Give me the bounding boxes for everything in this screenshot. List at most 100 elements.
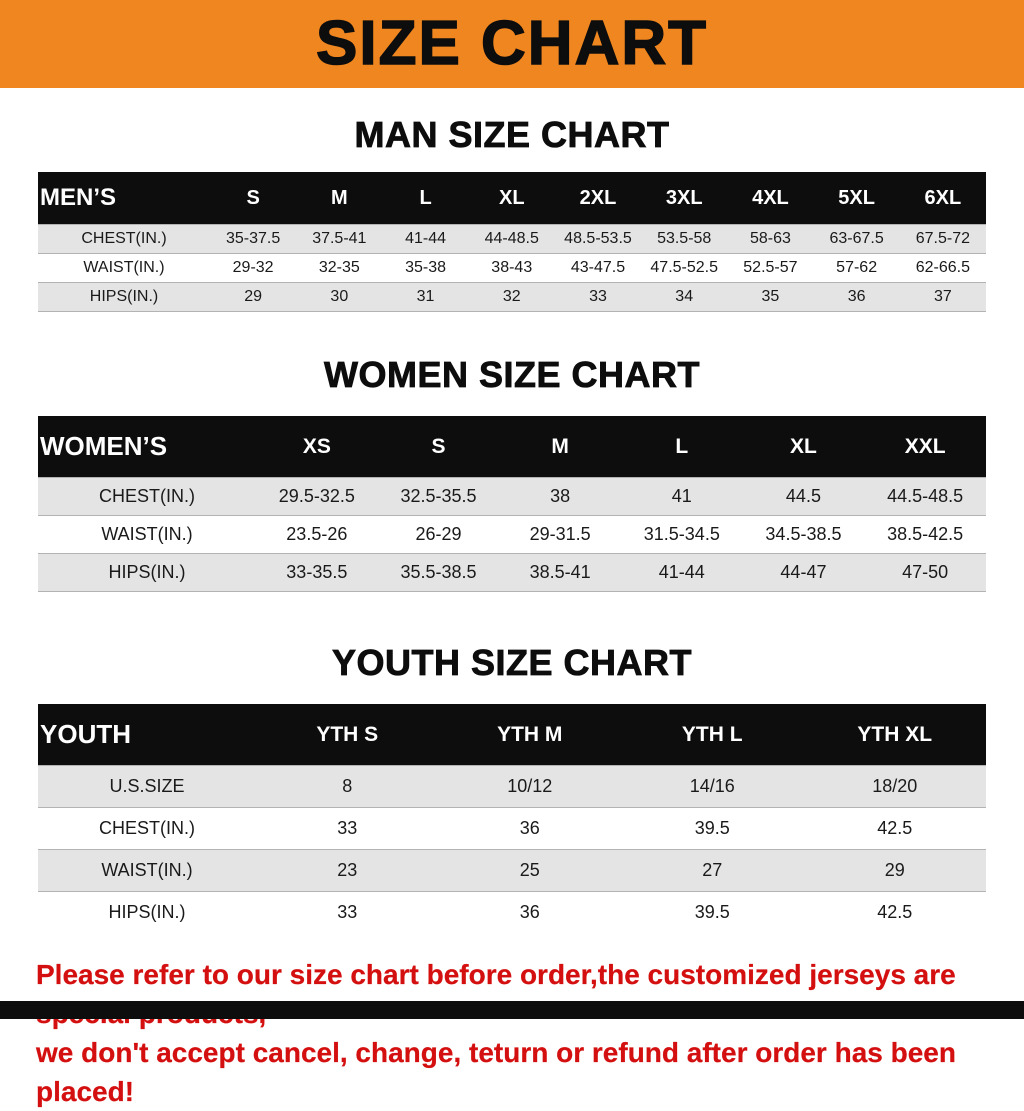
table-cell: 18/20 (803, 765, 986, 808)
column-header: L (620, 416, 743, 478)
women-size-table: WOMEN’S XS S M L XL XXL CHEST(IN.) 29.5-32.5 32.5… (38, 416, 986, 592)
table-corner-header: WOMEN’S (38, 416, 256, 478)
table-cell: 38 (499, 477, 621, 516)
table-cell: 35 (727, 282, 814, 312)
men-section-heading: MAN SIZE CHART (354, 114, 670, 156)
row-label: HIPS(IN.) (38, 891, 256, 933)
table-cell: 42.5 (803, 891, 986, 933)
column-header: 4XL (727, 172, 814, 225)
table-cell: 29.5-32.5 (256, 477, 378, 516)
table-cell: 41-44 (382, 224, 469, 254)
table-cell: 29 (803, 849, 986, 892)
table-cell: 36 (438, 807, 621, 850)
table-row: HIPS(IN.) 33 36 39.5 42.5 (38, 891, 986, 933)
table-row: HIPS(IN.) 33-35.5 35.5-38.5 38.5-41 41-44 44-… (38, 553, 986, 592)
table-cell: 62-66.5 (899, 253, 986, 283)
table-cell: 42.5 (803, 807, 986, 850)
table-row: WAIST(IN.) 23.5-26 26-29 29-31.5 31.5-34.5 34… (38, 515, 986, 554)
table-cell: 33 (554, 282, 642, 312)
table-row: WAIST(IN.) 29-32 32-35 35-38 38-43 43-47.5 47.… (38, 253, 986, 283)
table-cell: 36 (438, 891, 621, 933)
column-header: 5XL (813, 172, 900, 225)
table-header-row: MEN’S S M L XL 2XL 3XL 4XL 5XL 6XL (38, 172, 986, 225)
bottom-bar (0, 1001, 1024, 1019)
table-cell: 63-67.5 (813, 224, 900, 254)
table-cell: 32.5-35.5 (377, 477, 500, 516)
table-cell: 48.5-53.5 (554, 224, 642, 254)
table-cell: 33 (256, 891, 439, 933)
row-label: WAIST(IN.) (38, 515, 256, 554)
table-cell: 35-38 (382, 253, 469, 283)
column-header: M (499, 416, 621, 478)
row-label: WAIST(IN.) (38, 253, 210, 283)
table-cell: 58-63 (727, 224, 814, 254)
column-header: S (210, 172, 297, 225)
column-header: YTH M (438, 704, 621, 766)
table-cell: 25 (438, 849, 621, 892)
table-cell: 14/16 (621, 765, 804, 808)
table-cell: 44.5-48.5 (864, 477, 986, 516)
column-header: S (377, 416, 500, 478)
table-cell: 32 (468, 282, 555, 312)
column-header: M (296, 172, 383, 225)
table-cell: 44-47 (742, 553, 865, 592)
table-cell: 33 (256, 807, 439, 850)
table-cell: 30 (296, 282, 383, 312)
table-cell: 44-48.5 (468, 224, 555, 254)
table-cell: 32-35 (296, 253, 383, 283)
table-cell: 31 (382, 282, 469, 312)
table-cell: 37.5-41 (296, 224, 383, 254)
table-cell: 23.5-26 (256, 515, 378, 554)
table-cell: 57-62 (813, 253, 900, 283)
column-header: 3XL (641, 172, 728, 225)
table-corner-header: YOUTH (38, 704, 256, 766)
table-row: WAIST(IN.) 23 25 27 29 (38, 849, 986, 892)
column-header: XXL (864, 416, 986, 478)
table-cell: 39.5 (621, 891, 804, 933)
table-cell: 29-32 (210, 253, 297, 283)
row-label: CHEST(IN.) (38, 224, 210, 254)
men-size-table: MEN’S S M L XL 2XL 3XL 4XL 5XL 6XL CHEST(IN.) 35-37… (38, 172, 986, 312)
column-header: XS (256, 416, 378, 478)
table-row: U.S.SIZE 8 10/12 14/16 18/20 (38, 765, 986, 808)
table-cell: 44.5 (742, 477, 865, 516)
table-cell: 34.5-38.5 (742, 515, 865, 554)
table-header-row: WOMEN’S XS S M L XL XXL (38, 416, 986, 478)
table-cell: 47.5-52.5 (641, 253, 728, 283)
order-notice-line2: we don't accept cancel, change, teturn o… (36, 1037, 956, 1107)
column-header: YTH S (256, 704, 439, 766)
table-row: CHEST(IN.) 29.5-32.5 32.5-35.5 38 41 44.5 44.5… (38, 477, 986, 516)
row-label: WAIST(IN.) (38, 849, 256, 892)
table-cell: 41-44 (620, 553, 743, 592)
row-label: CHEST(IN.) (38, 477, 256, 516)
row-label: CHEST(IN.) (38, 807, 256, 850)
table-cell: 52.5-57 (727, 253, 814, 283)
table-cell: 38.5-42.5 (864, 515, 986, 554)
table-row: CHEST(IN.) 35-37.5 37.5-41 41-44 44-48.5 48.5… (38, 224, 986, 254)
table-cell: 31.5-34.5 (620, 515, 743, 554)
table-row: CHEST(IN.) 33 36 39.5 42.5 (38, 807, 986, 850)
column-header: XL (742, 416, 865, 478)
women-section-heading: WOMEN SIZE CHART (324, 354, 700, 396)
table-cell: 8 (256, 765, 439, 808)
table-cell: 34 (641, 282, 728, 312)
table-cell: 26-29 (377, 515, 500, 554)
column-header: L (382, 172, 469, 225)
table-cell: 29 (210, 282, 297, 312)
column-header: 2XL (554, 172, 642, 225)
row-label: U.S.SIZE (38, 765, 256, 808)
table-corner-header: MEN’S (38, 172, 210, 225)
table-cell: 38-43 (468, 253, 555, 283)
table-cell: 38.5-41 (499, 553, 621, 592)
table-cell: 41 (620, 477, 743, 516)
table-cell: 35-37.5 (210, 224, 297, 254)
table-cell: 10/12 (438, 765, 621, 808)
youth-size-table: YOUTH YTH S YTH M YTH L YTH XL U.S.SIZE 8 10/12… (38, 704, 986, 933)
banner: SIZE CHART (0, 0, 1024, 88)
row-label: HIPS(IN.) (38, 282, 210, 312)
table-cell: 39.5 (621, 807, 804, 850)
column-header: 6XL (899, 172, 986, 225)
table-cell: 23 (256, 849, 439, 892)
column-header: XL (468, 172, 555, 225)
page-title: SIZE CHART (315, 9, 708, 78)
